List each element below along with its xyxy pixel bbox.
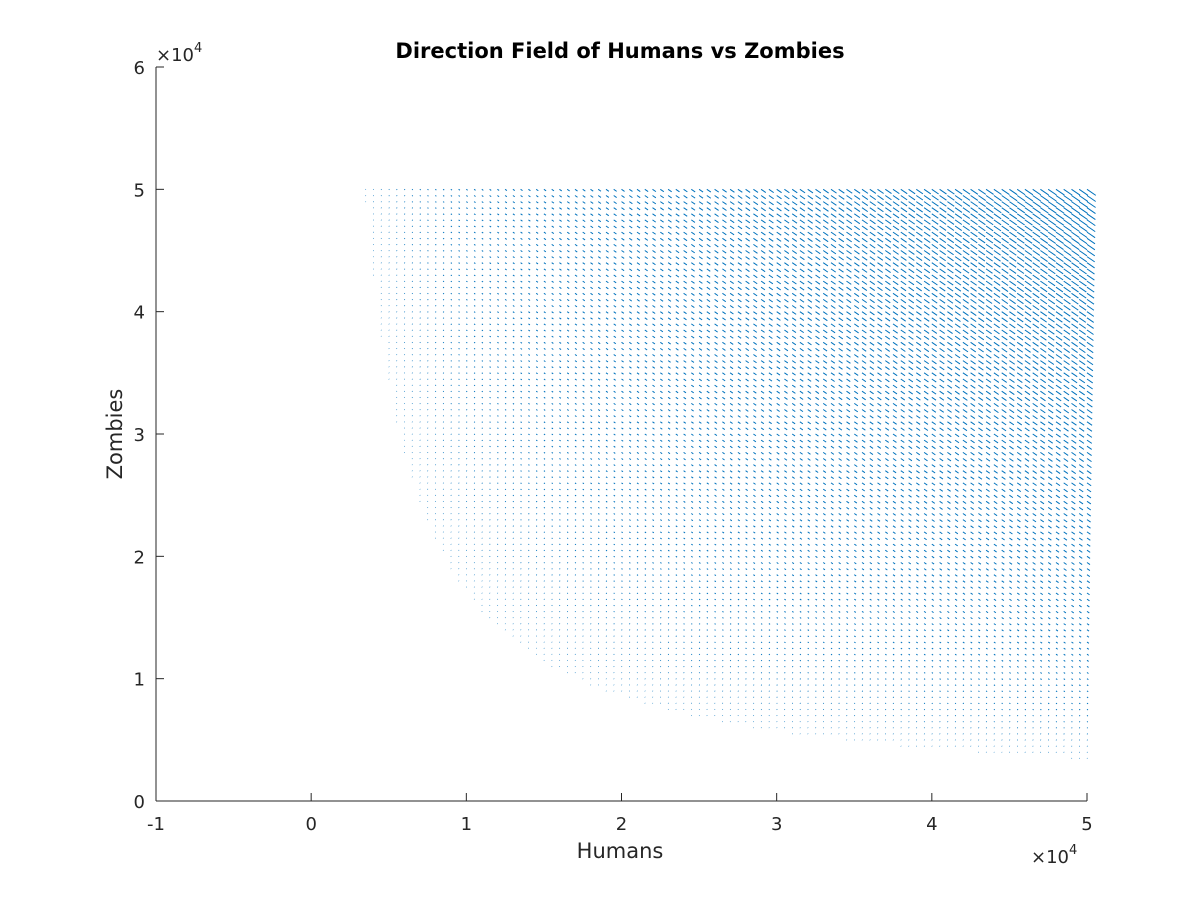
y-tick-label: 4	[134, 303, 145, 324]
field-arrows	[365, 188, 1097, 759]
x-axis-ticks: -1 0 1 2 3 4 5	[147, 793, 1093, 835]
x-exponent-base: ×10	[1031, 847, 1069, 868]
y-exponent-power: 4	[194, 41, 202, 56]
y-exponent-base: ×10	[156, 45, 194, 66]
vector-field	[365, 188, 1097, 759]
y-tick-label: 5	[134, 180, 145, 201]
x-tick-label: -1	[147, 814, 165, 835]
y-tick-label: 6	[134, 58, 145, 79]
y-axis-label: Zombies	[103, 389, 127, 480]
y-axis-ticks: 0 1 2 3 4 5 6	[134, 58, 164, 813]
x-tick-label: 5	[1081, 814, 1092, 835]
y-tick-label: 1	[134, 670, 145, 691]
x-tick-label: 4	[926, 814, 937, 835]
y-axis-exponent: ×104	[156, 41, 202, 66]
chart-title: Direction Field of Humans vs Zombies	[395, 39, 844, 63]
x-tick-label: 1	[461, 814, 472, 835]
x-tick-label: 3	[771, 814, 782, 835]
x-tick-label: 2	[616, 814, 627, 835]
x-axis-exponent: ×104	[1031, 843, 1077, 868]
y-tick-label: 3	[134, 425, 145, 446]
x-axis-label: Humans	[577, 839, 664, 863]
y-tick-label: 2	[134, 547, 145, 568]
y-tick-label: 0	[134, 792, 145, 813]
x-tick-label: 0	[305, 814, 316, 835]
x-exponent-power: 4	[1069, 843, 1077, 858]
